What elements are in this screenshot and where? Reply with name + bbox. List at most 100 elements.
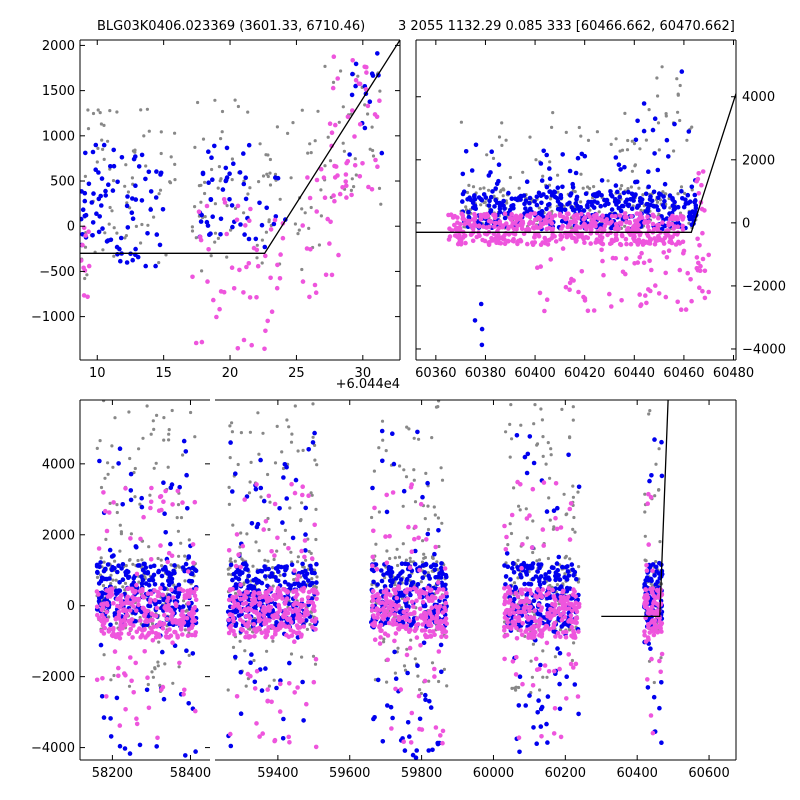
panel-bottom-left-pink-point xyxy=(149,485,154,491)
panel-top-left-gray-point xyxy=(100,138,104,142)
panel-top-left-pink-point xyxy=(85,294,90,300)
panel-bottom-right-gray-point xyxy=(268,500,272,504)
panel-top-left-gray-point xyxy=(158,188,163,192)
panel-top-right-blue-point xyxy=(664,137,670,143)
panel-bottom-right-blue-point xyxy=(230,489,235,494)
panel-top-left-pink-point xyxy=(241,290,246,295)
panel-top-left-gray-point xyxy=(233,206,238,210)
panel-top-left-blue-point xyxy=(115,179,120,185)
panel-top-right-blue-point xyxy=(479,326,485,332)
panel-bottom-left-blue-point xyxy=(141,623,146,628)
panel-bottom-left-blue-point xyxy=(101,715,107,720)
panel-bottom-right-gray-point xyxy=(384,449,388,453)
panel-top-right-pink-point xyxy=(532,211,537,216)
panel-bottom-right-blue-point xyxy=(293,477,299,483)
panel-top-right-ytick-label: −2000 xyxy=(742,279,786,294)
panel-bottom-right-blue-point xyxy=(274,685,279,691)
panel-bottom-right-blue-point xyxy=(233,582,239,587)
panel-bottom-right-gray-point xyxy=(313,458,317,462)
panel-bottom-right-pink-point xyxy=(436,649,442,654)
panel-bottom-left-blue-point xyxy=(169,580,174,585)
panel-bottom-right-gray-point xyxy=(552,525,556,529)
panel-bottom-right-pink-point xyxy=(409,549,415,554)
panel-bottom-right-gray-point xyxy=(267,684,271,688)
panel-bottom-right-pink-point xyxy=(296,608,302,613)
panel-bottom-right-pink-point xyxy=(234,532,240,537)
panel-top-left-gray-point xyxy=(229,228,233,232)
panel-bottom-right-blue-point xyxy=(300,679,305,685)
panel-top-right-blue-point xyxy=(638,196,643,201)
panel-top-right-ytick-label: −4000 xyxy=(742,342,786,357)
panel-top-left-pink-point xyxy=(81,265,86,271)
panel-top-left-ytick-label: 1500 xyxy=(42,84,75,99)
panel-bottom-left-pink-point xyxy=(171,595,176,600)
panel-bottom-right-gray-point xyxy=(436,405,440,409)
panel-bottom-right-pink-point xyxy=(254,668,260,674)
panel-bottom-right-pink-point xyxy=(278,681,283,687)
panel-top-right-pink-point xyxy=(455,241,461,247)
panel-top-right-blue-point xyxy=(567,168,573,174)
panel-bottom-right-gray-point xyxy=(524,507,528,511)
panel-bottom-left-pink-point xyxy=(116,665,121,671)
panel-top-left-pink-point xyxy=(229,265,235,271)
panel-bottom-left-pink-point xyxy=(191,589,197,595)
panel-top-left-pink-point xyxy=(344,160,349,166)
panel-bottom-left-pink-point xyxy=(136,596,142,602)
panel-bottom-right-pink-point xyxy=(426,596,432,602)
panel-bottom-right-pink-point xyxy=(553,634,558,639)
panel-top-right-pink-point xyxy=(505,238,511,244)
panel-bottom-right-pink-point xyxy=(528,591,534,596)
panel-top-right-blue-point xyxy=(472,318,478,323)
panel-bottom-left-pink-point xyxy=(180,632,185,637)
panel-top-left-blue-point xyxy=(257,200,262,206)
panel-top-left-gray-point xyxy=(152,215,156,219)
panel-bottom-right-pink-point xyxy=(440,728,446,734)
panel-bottom-right-blue-point xyxy=(269,571,275,576)
panel-bottom-right-blue-point xyxy=(398,577,404,582)
panel-top-left-blue-point xyxy=(104,239,110,244)
panel-top-left-blue-point xyxy=(90,220,96,225)
panel-top-left-pink-point xyxy=(344,195,349,200)
panel-bottom-left-gray-point xyxy=(159,558,163,562)
panel-top-left-gray-point xyxy=(157,261,161,265)
panel-bottom-right-gray-point xyxy=(243,649,247,653)
panel-top-right-blue-point xyxy=(662,181,668,187)
panel-bottom-right-blue-point xyxy=(543,572,548,577)
panel-top-right-gray-point xyxy=(579,172,583,176)
panel-top-right-pink-point xyxy=(645,214,650,220)
panel-bottom-left-xtick-label: 58200 xyxy=(92,766,133,781)
panel-bottom-right-gray-point xyxy=(257,452,261,456)
panel-top-right-pink-point xyxy=(532,240,538,245)
panel-top-left-gray-point xyxy=(168,181,173,185)
panel-top-right-gray-point xyxy=(661,190,665,194)
panel-bottom-right-gray-point xyxy=(405,425,409,429)
panel-top-right-pink-point xyxy=(585,308,591,314)
panel-bottom-right-blue-point xyxy=(572,682,578,687)
panel-top-right-gray-point xyxy=(592,185,596,189)
panel-top-left-blue-point xyxy=(230,224,235,230)
panel-bottom-right-blue-point xyxy=(278,678,283,683)
panel-bottom-left-blue-point xyxy=(186,701,191,706)
panel-top-right-gray-point xyxy=(482,186,486,190)
panel-top-right-gray-point xyxy=(551,111,555,115)
panel-top-left-blue-point xyxy=(96,170,101,175)
panel-bottom-right-pink-point xyxy=(412,585,417,591)
panel-bottom-left-gray-point xyxy=(152,466,156,470)
panel-top-left-gray-point xyxy=(275,125,279,129)
panel-top-left-gray-point xyxy=(200,269,204,273)
panel-bottom-right-gray-point xyxy=(445,684,449,688)
panel-top-right-pink-point xyxy=(675,299,680,305)
panel-bottom-left-pink-point xyxy=(158,494,164,499)
panel-bottom-right-gray-point xyxy=(535,443,539,447)
panel-bottom-right-blue-point xyxy=(404,580,409,586)
panel-bottom-right-pink-point xyxy=(385,657,391,663)
panel-top-right-blue-point xyxy=(547,189,553,194)
panel-top-left-gray-point xyxy=(159,130,163,134)
panel-top-left-pink-point xyxy=(224,231,229,237)
panel-bottom-left-gray-point xyxy=(99,485,104,490)
panel-bottom-left-pink-point xyxy=(192,499,198,505)
panel-top-right-pink-point xyxy=(595,239,601,244)
panel-bottom-right-blue-point xyxy=(307,582,313,588)
panel-bottom-left-gray-point xyxy=(110,444,114,448)
panel-top-left-gray-point xyxy=(264,230,268,234)
